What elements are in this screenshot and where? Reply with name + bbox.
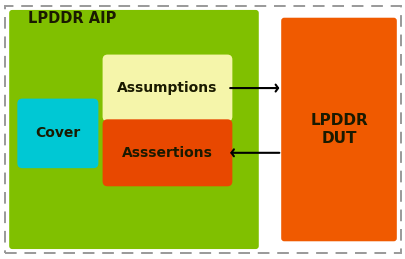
FancyBboxPatch shape [17,99,98,168]
Text: Assumptions: Assumptions [117,81,217,95]
FancyBboxPatch shape [9,10,258,249]
FancyBboxPatch shape [102,119,232,186]
FancyBboxPatch shape [281,18,396,241]
Text: LPDDR AIP: LPDDR AIP [28,11,117,26]
Text: LPDDR
DUT: LPDDR DUT [309,113,367,146]
Text: Asssertions: Asssertions [122,146,212,160]
FancyBboxPatch shape [102,55,232,121]
Text: Cover: Cover [35,126,80,140]
